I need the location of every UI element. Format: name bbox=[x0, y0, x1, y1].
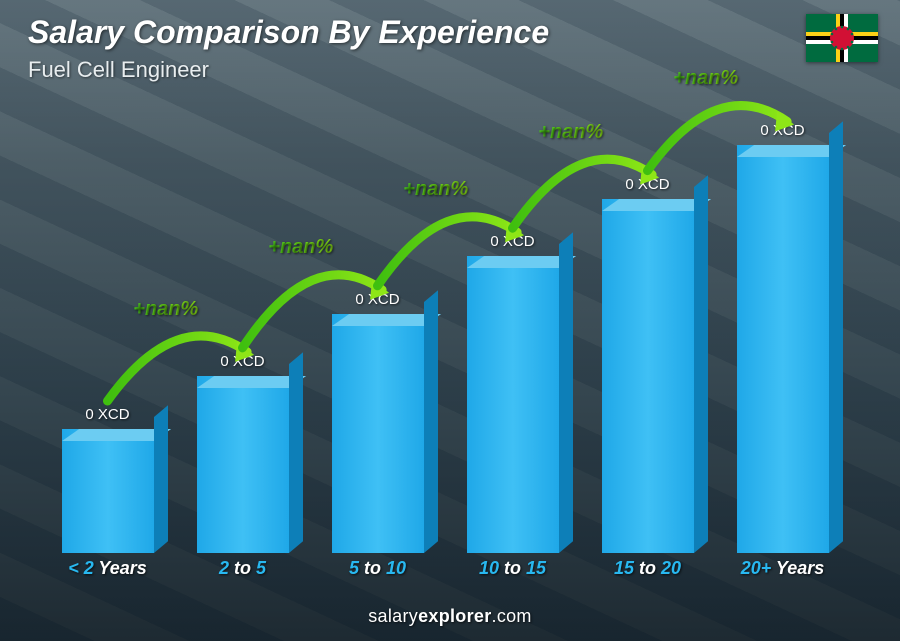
chart-title: Salary Comparison By Experience bbox=[28, 14, 800, 51]
footer-suffix: .com bbox=[492, 606, 532, 626]
delta-label: +nan% bbox=[673, 67, 738, 90]
footer-attribution: salaryexplorer.com bbox=[0, 606, 900, 627]
footer-prefix: salary bbox=[368, 606, 418, 626]
increase-arrow-icon bbox=[40, 110, 850, 579]
footer-bold: explorer bbox=[418, 606, 491, 626]
bar-chart: 0 XCD0 XCD0 XCD0 XCD0 XCD0 XCD < 2 Years… bbox=[40, 110, 850, 579]
country-flag-icon bbox=[806, 14, 878, 62]
